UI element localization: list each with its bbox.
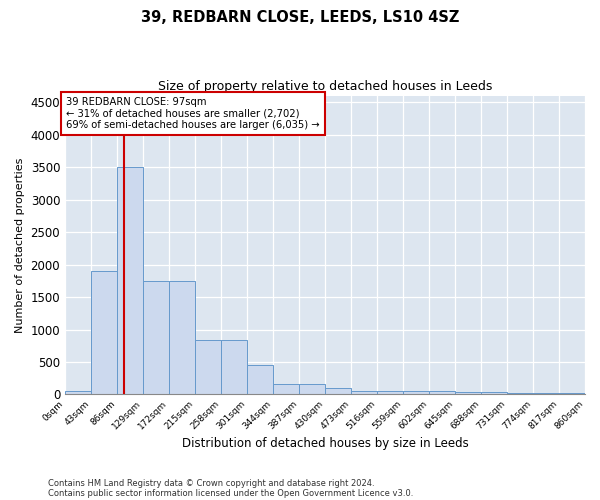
Bar xyxy=(507,392,533,394)
Bar xyxy=(91,271,117,394)
Bar xyxy=(169,281,195,394)
Bar xyxy=(143,281,169,394)
Bar xyxy=(533,393,559,394)
Bar xyxy=(65,391,91,394)
Bar xyxy=(559,393,585,394)
Bar xyxy=(325,388,351,394)
X-axis label: Distribution of detached houses by size in Leeds: Distribution of detached houses by size … xyxy=(182,437,469,450)
Text: Contains HM Land Registry data © Crown copyright and database right 2024.: Contains HM Land Registry data © Crown c… xyxy=(48,478,374,488)
Bar xyxy=(299,384,325,394)
Bar xyxy=(481,392,507,394)
Text: Contains public sector information licensed under the Open Government Licence v3: Contains public sector information licen… xyxy=(48,488,413,498)
Bar xyxy=(455,392,481,394)
Bar xyxy=(351,390,377,394)
Bar xyxy=(429,391,455,394)
Bar xyxy=(221,340,247,394)
Bar xyxy=(377,390,403,394)
Title: Size of property relative to detached houses in Leeds: Size of property relative to detached ho… xyxy=(158,80,492,93)
Bar xyxy=(403,391,429,394)
Bar xyxy=(195,340,221,394)
Bar xyxy=(247,364,273,394)
Bar xyxy=(117,167,143,394)
Y-axis label: Number of detached properties: Number of detached properties xyxy=(15,158,25,332)
Text: 39, REDBARN CLOSE, LEEDS, LS10 4SZ: 39, REDBARN CLOSE, LEEDS, LS10 4SZ xyxy=(141,10,459,25)
Bar xyxy=(273,384,299,394)
Text: 39 REDBARN CLOSE: 97sqm
← 31% of detached houses are smaller (2,702)
69% of semi: 39 REDBARN CLOSE: 97sqm ← 31% of detache… xyxy=(66,97,320,130)
